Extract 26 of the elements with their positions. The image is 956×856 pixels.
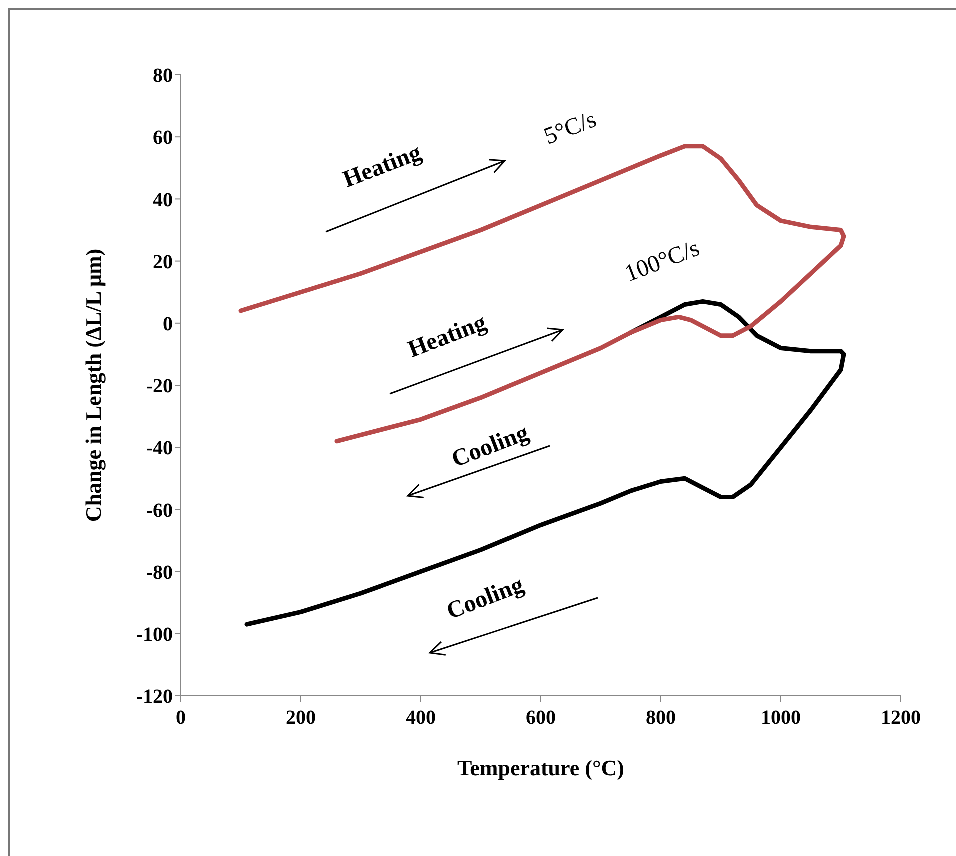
y-tick-label: 40	[153, 189, 173, 212]
annotation: Heating	[404, 310, 490, 364]
y-tick-label: 0	[163, 314, 173, 336]
y-tick-label: -100	[136, 624, 173, 646]
y-tick-label: -20	[146, 376, 173, 398]
x-tick-label: 1200	[881, 707, 921, 730]
y-tick-label: 60	[153, 127, 173, 150]
line-series	[244, 299, 846, 627]
annotation: Heating	[340, 140, 426, 194]
annotation: 100°C/s	[622, 236, 704, 288]
x-axis-title: Temperature (°C)	[457, 756, 625, 781]
y-tick-label: -120	[136, 686, 173, 708]
x-tick-label: 1000	[761, 707, 801, 730]
x-tick-label: 400	[406, 707, 436, 730]
y-tick-label: -40	[146, 438, 173, 460]
y-axis-title: Change in Length (ΔL/L μm)	[80, 248, 106, 522]
x-tick-label: 800	[646, 707, 676, 730]
y-tick-label: 20	[153, 251, 173, 274]
x-tick-label: 200	[286, 707, 316, 730]
annotation: Cooling	[443, 572, 528, 626]
annotation: Cooling	[448, 420, 532, 474]
y-tick-label: -60	[146, 500, 173, 522]
y-tick-label: -80	[146, 562, 173, 584]
x-tick-label: 600	[526, 707, 556, 730]
annotation: 5°C/s	[540, 106, 600, 150]
y-tick-label: 80	[153, 65, 173, 88]
